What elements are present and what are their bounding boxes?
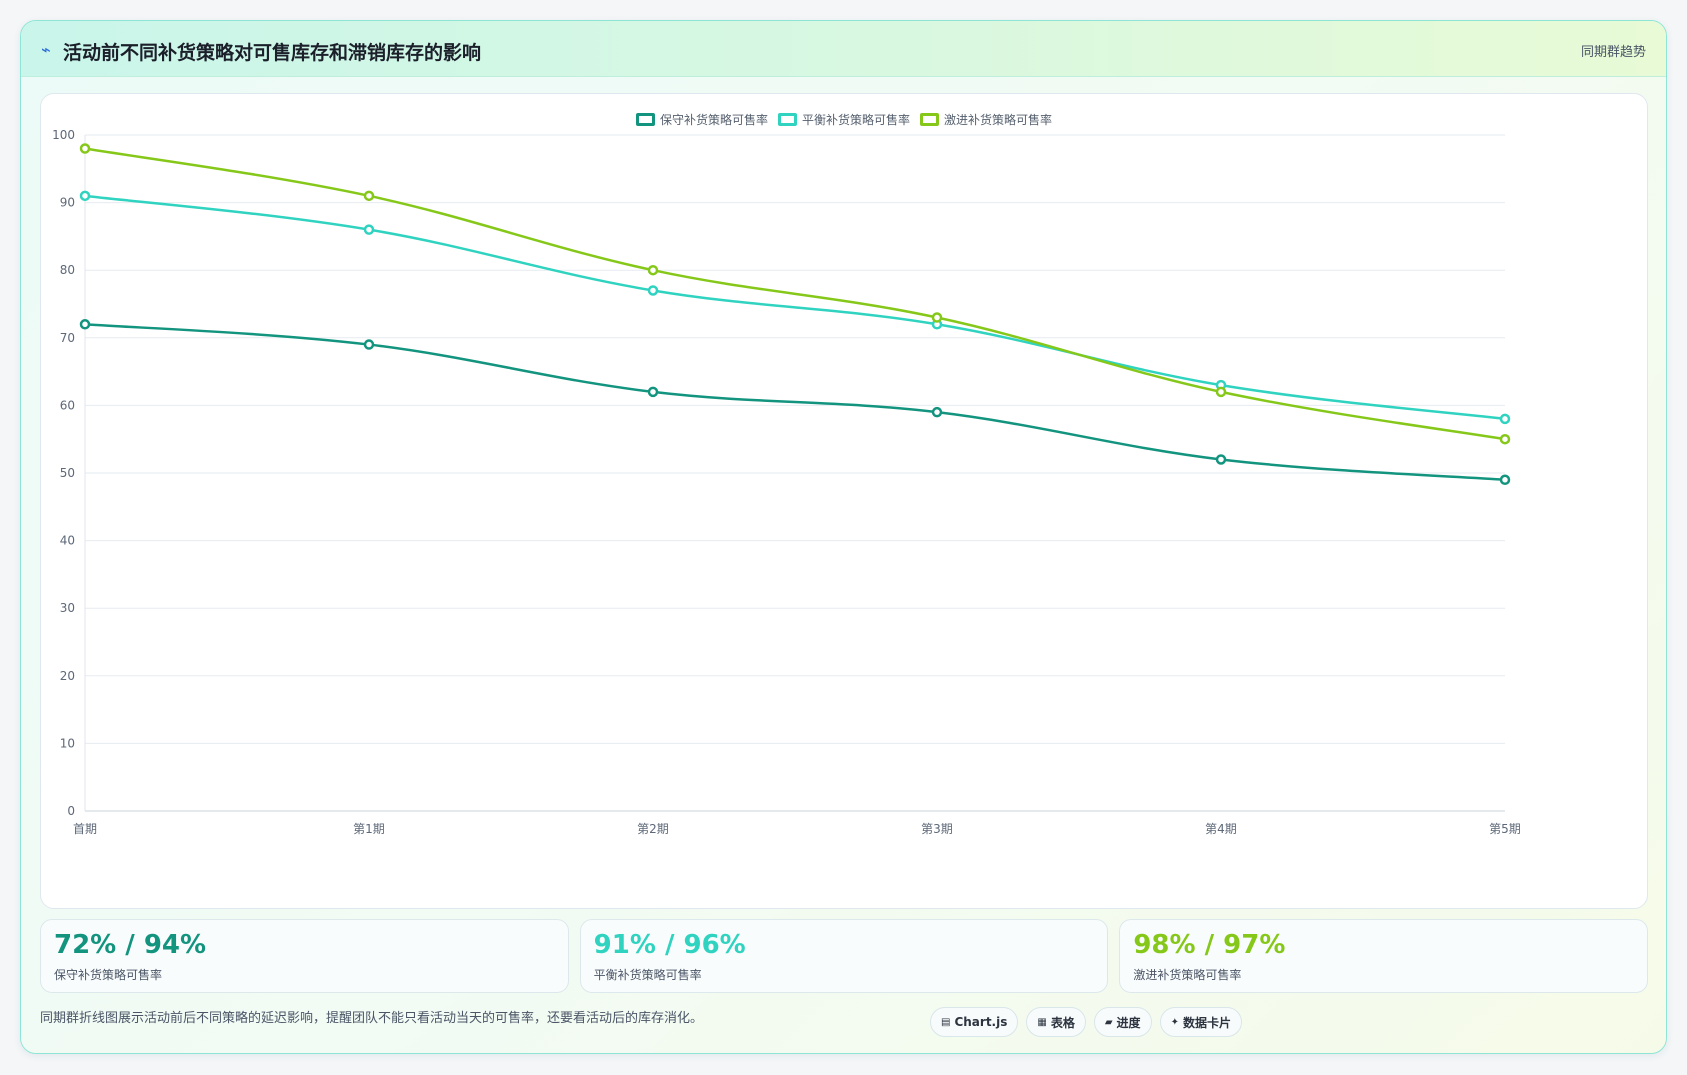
trend-line-icon: ⌁ [41, 40, 51, 59]
chip-label: 表格 [1050, 1015, 1075, 1030]
chip-label: Chart.js [954, 1015, 1008, 1029]
data-point [363, 339, 375, 350]
chart-icon: ▤ [941, 1016, 951, 1028]
y-tick-label: 100 [52, 128, 75, 142]
legend-label: 平衡补货策略可售率 [801, 113, 910, 127]
data-point [1499, 413, 1511, 425]
legend-item-aggressive[interactable]: 激进补货策略可售率 [920, 111, 1052, 128]
stat-card-balanced: 91% / 96% 平衡补货策略可售率 [579, 919, 1109, 993]
chip-progress[interactable]: ▰ 进度 [1093, 1007, 1152, 1037]
y-tick-label: 90 [60, 196, 75, 210]
legend-swatch [635, 113, 655, 126]
stat-label: 激进补货策略可售率 [1133, 968, 1242, 982]
data-point [1215, 386, 1227, 398]
chart-card: ⌁ 活动前不同补货策略对可售库存和滞销库存的影响 同期群趋势 保守补货策略可售率… [20, 20, 1667, 1054]
data-point [1499, 433, 1511, 445]
chip-row: ▤ Chart.js ▦ 表格 ▰ 进度 ✦ 数据卡片 [930, 1007, 1242, 1037]
stat-value: 91% / 96% [593, 930, 746, 960]
stat-value: 98% / 97% [1133, 930, 1286, 960]
stats-row: 72% / 94% 保守补货策略可售率 91% / 96% 平衡补货策略可售率 … [40, 919, 1649, 993]
stat-label: 保守补货策略可售率 [54, 968, 163, 982]
legend-label: 激进补货策略可售率 [944, 113, 1053, 127]
series-line-0 [84, 323, 1506, 482]
table-icon: ▦ [1037, 1016, 1047, 1028]
x-tick-label: 第3期 [921, 822, 953, 836]
chip-label: 进度 [1116, 1015, 1141, 1030]
chip-data-card[interactable]: ✦ 数据卡片 [1159, 1007, 1242, 1037]
data-point [931, 312, 943, 323]
legend-label: 保守补货策略可售率 [659, 113, 768, 127]
stat-value: 72% / 94% [54, 930, 207, 960]
data-point [647, 386, 659, 398]
x-tick-label: 第4期 [1205, 822, 1237, 836]
data-point [363, 190, 375, 202]
chip-table[interactable]: ▦ 表格 [1026, 1007, 1086, 1037]
x-tick-label: 第2期 [637, 822, 669, 836]
series-line-1 [84, 194, 1506, 421]
legend-item-balanced[interactable]: 平衡补货策略可售率 [777, 111, 910, 128]
y-tick-label: 50 [60, 466, 75, 480]
progress-icon: ▰ [1104, 1016, 1113, 1028]
stat-label: 平衡补货策略可售率 [593, 968, 702, 982]
y-tick-label: 80 [60, 263, 75, 277]
chart-panel: 保守补货策略可售率 平衡补货策略可售率 激进补货策略可售率 0 10 20 30 40 5… [40, 93, 1648, 909]
chart-legend: 保守补货策略可售率 平衡补货策略可售率 激进补货策略可售率 [41, 111, 1647, 128]
line-chart: 0 10 20 30 40 50 60 70 80 90 100 首期 第1期 第2期 第3期 第4期 第5期 [52, 128, 1521, 836]
chip-label: 数据卡片 [1182, 1015, 1231, 1030]
x-tick-label: 首期 [73, 822, 97, 836]
data-point [79, 319, 91, 330]
data-point [1215, 454, 1227, 465]
data-point [1499, 474, 1511, 486]
data-point [79, 143, 91, 154]
y-tick-label: 0 [67, 804, 75, 818]
series-line-2 [84, 147, 1506, 441]
data-point [931, 406, 943, 418]
data-point [647, 285, 659, 296]
data-point [647, 264, 659, 276]
x-tick-label: 第5期 [1489, 822, 1521, 836]
y-tick-label: 30 [60, 601, 75, 615]
y-tick-label: 40 [60, 534, 75, 548]
legend-item-conservative[interactable]: 保守补货策略可售率 [635, 111, 768, 128]
legend-swatch [777, 113, 797, 126]
y-tick-label: 60 [60, 398, 75, 412]
page-title: 活动前不同补货策略对可售库存和滞销库存的影响 [63, 42, 482, 64]
data-point [363, 224, 375, 235]
x-tick-label: 第1期 [353, 822, 385, 836]
y-tick-label: 20 [60, 669, 75, 683]
chip-chartjs[interactable]: ▤ Chart.js [930, 1007, 1019, 1037]
footer-note: 同期群折线图展示活动前后不同策略的延迟影响，提醒团队不能只看活动当天的可售率，还… [40, 1011, 704, 1026]
stat-card-conservative: 72% / 94% 保守补货策略可售率 [40, 919, 569, 993]
data-point [79, 190, 91, 202]
y-tick-label: 10 [60, 736, 75, 750]
stat-card-aggressive: 98% / 97% 激进补货策略可售率 [1119, 919, 1649, 993]
legend-swatch [920, 113, 939, 126]
y-tick-label: 70 [60, 331, 75, 345]
header-tag: 同期群趋势 [1580, 45, 1646, 60]
card-header: ⌁ 活动前不同补货策略对可售库存和滞销库存的影响 同期群趋势 [21, 21, 1666, 77]
sparkle-icon: ✦ [1170, 1016, 1179, 1028]
